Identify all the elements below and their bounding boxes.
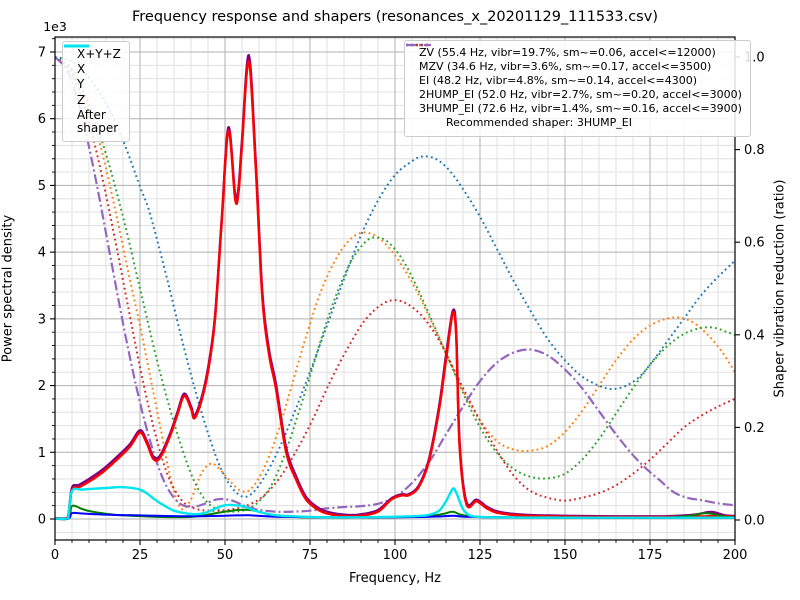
x-tick-label: 175 [638,548,663,563]
legend-item-label: 3HUMP_EI (72.6 Hz, vibr=1.4%, sm~=0.16, … [419,102,742,116]
x-tick-label: 200 [723,548,748,563]
x-tick-label: 100 [383,548,408,563]
y-right-tick-label: 0.6 [744,236,765,251]
grid-minor [55,37,735,540]
legend-item: After shaper [64,44,121,135]
legend-line-sample [406,43,431,47]
legend-item-label: Z [77,92,86,107]
legend-item: 2HUMP_EI (52.0 Hz, vibr=2.7%, sm~=0.20, … [406,43,742,102]
legend-item-label: 2HUMP_EI (52.0 Hz, vibr=2.7%, sm~=0.20, … [419,88,742,102]
x-tick-label: 0 [51,548,59,563]
y-axis-left-label: Power spectral density [0,214,16,363]
y-right-tick-label: 0.0 [744,514,765,529]
legend-item: Recommended shaper: 3HUMP_EI [412,117,742,129]
y-left-tick-label: 0 [38,513,46,528]
x-tick-label: 25 [132,548,149,563]
x-tick-label: 50 [217,548,234,563]
y-right-tick-label: 0.4 [744,328,765,343]
series-line-3hump-ei [55,56,735,513]
legend-item-label: Recommended shaper: 3HUMP_EI [446,116,632,130]
series-line-zv [55,56,735,498]
legend-item-label: X [77,62,86,77]
y-left-offset-label: 1e3 [43,19,67,34]
legend-item: X [64,44,121,77]
legend-item-label: ZV (55.4 Hz, vibr=19.7%, sm~=0.06, accel… [419,46,716,59]
y-left-tick-label: 1 [38,446,46,461]
y-right-tick-label: 0.8 [744,143,765,158]
y-left-tick-label: 5 [38,179,46,194]
chart-title: Frequency response and shapers (resonanc… [132,9,658,25]
x-tick-label: 75 [302,548,319,563]
legend-item-label: EI (48.2 Hz, vibr=4.8%, sm~=0.14, accel<… [419,74,697,88]
curves [55,54,735,521]
legend-item: MZV (34.6 Hz, vibr=3.6%, sm~=0.17, accel… [406,43,742,74]
series-line-after-shaper [55,485,735,520]
y-left-tick-label: 4 [38,246,46,261]
series-line-mzv [55,56,735,511]
x-axis-label: Frequency, Hz [348,571,442,586]
series-line-2hump-ei [55,56,735,512]
legend-psd: X+Y+Z X Y Z After shaper [62,41,130,143]
axes: 0 25 50 75 100 125 150 175 200 0 1 2 3 4 5 6 7 1e3 0.0 0.2 0… [38,19,765,563]
legend-line-sample [64,44,89,48]
x-tick-label: 150 [553,548,578,563]
legend-item: ZV (55.4 Hz, vibr=19.7%, sm~=0.06, accel… [406,43,742,59]
y-axis-right-label: Shaper vibration reduction (ratio) [772,179,788,398]
legend-item: Y [64,44,121,92]
legend-item-label: Y [77,77,85,92]
legend-item-label: After shaper [77,107,119,135]
y-left-tick-label: 3 [38,312,46,327]
legend-item: 3HUMP_EI (72.6 Hz, vibr=1.4%, sm~=0.16, … [406,43,742,116]
y-left-tick-label: 6 [38,112,46,127]
legend-item: Z [64,44,121,107]
legend-item-label: X+Y+Z [77,47,121,61]
series-line-ei [55,56,735,513]
series-line-x [55,60,735,520]
legend-item: EI (48.2 Hz, vibr=4.8%, sm~=0.14, accel<… [406,43,742,88]
y-right-tick-label: 0.2 [744,421,765,436]
y-left-tick-label: 2 [38,379,46,394]
legend-item-label: MZV (34.6 Hz, vibr=3.6%, sm~=0.17, accel… [419,60,712,74]
y-left-tick-label: 7 [38,46,46,61]
x-tick-label: 125 [468,548,493,563]
legend-shapers: ZV (55.4 Hz, vibr=19.7%, sm~=0.06, accel… [404,40,751,137]
